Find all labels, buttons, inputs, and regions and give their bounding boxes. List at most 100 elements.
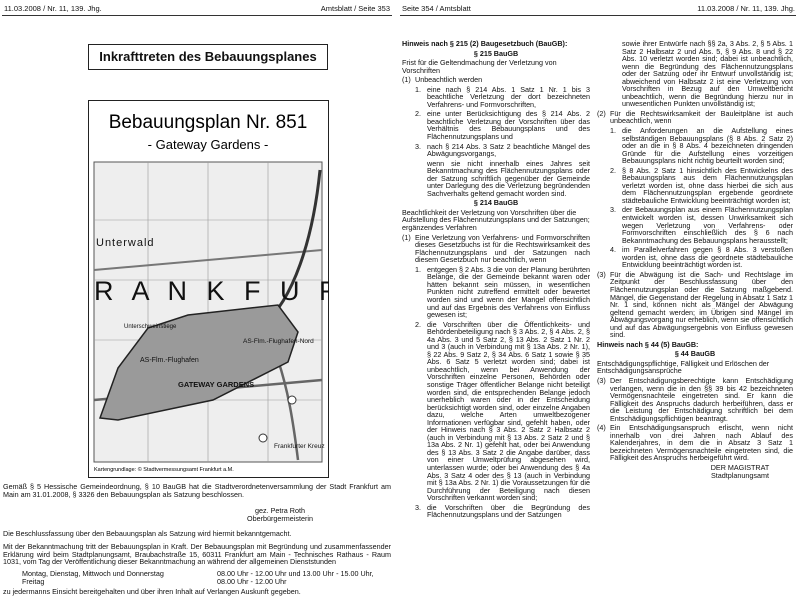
map: Bebauungsplan Nr. 851 - Gateway Gardens … <box>88 100 329 478</box>
paragraph-text: der Bebauungsplan aus einem Flächennutzu… <box>622 205 793 245</box>
map-label: R A N K F U R <box>94 276 329 306</box>
number: (1) <box>402 232 411 242</box>
effect: Mit der Bekanntmachung tritt der Bebauun… <box>3 542 391 567</box>
paragraph: wenn sie nicht innerhalb eines Jahres se… <box>427 158 590 198</box>
law-title: § 215 BauGB <box>473 48 519 58</box>
hours: Montag, Dienstag, Mittwoch und Donnersta… <box>22 570 382 585</box>
paragraph-text: eine nach § 214 Abs. 1 Satz 1 Nr. 1 bis … <box>427 84 590 109</box>
resolution: Gemäß § 5 Hessische Gemeindeordnung, § 1… <box>3 482 391 499</box>
number: 1. <box>610 126 616 136</box>
map-label: AS-Flm.-Flughafen <box>140 357 199 364</box>
announcement: Die Beschlussfassung über den Bebauungsp… <box>3 529 292 538</box>
paragraph-text: Für die Abwägung ist die Sach- und Recht… <box>610 269 793 340</box>
paragraph: sowie ihrer Entwürfe nach §§ 2a, 3 Abs. … <box>622 40 793 109</box>
number: (4) <box>597 423 606 433</box>
map-label: Unterwald <box>96 237 155 249</box>
junction <box>287 395 297 405</box>
map-label: Unterschweinstiege <box>124 324 177 330</box>
map-subtitle: - Gateway Gardens - <box>148 137 269 152</box>
numbered-paragraph: 3. nach § 214 Abs. 3 Satz 2 beachtliche M… <box>402 141 590 159</box>
signature-name: gez. Petra Roth <box>255 506 305 515</box>
signature: DER MAGISTRAT <box>710 462 770 472</box>
header-rule <box>400 15 796 16</box>
numbered-paragraph: (1) Eine Verletzung von Verfahrens- und F… <box>402 232 590 265</box>
map-area <box>93 161 323 463</box>
numbered-paragraph: 1. die Anforderungen an die Aufstellung e… <box>597 127 793 165</box>
numbered-paragraph: 1. entgegen § 2 Abs. 3 die von der Planun… <box>402 266 590 319</box>
hours-row: Freitag 08.00 Uhr - 12.00 Uhr <box>22 576 382 586</box>
times: 08.00 Uhr - 12.00 Uhr und 13.00 Uhr - 15… <box>217 569 374 578</box>
paragraph-text: Der Entschädigungsberechtigte kann Entsc… <box>610 375 793 423</box>
map-label: Frankfurter Kreuz <box>274 443 325 450</box>
number: (3) <box>597 269 606 279</box>
junction <box>258 433 268 443</box>
numbered-paragraph: (3) Für die Abwägung ist die Sach- und Re… <box>597 271 793 339</box>
numbered-paragraph: 2. die Vorschriften über die Öffentlichke… <box>402 319 590 503</box>
number: 3. <box>415 502 421 512</box>
road <box>93 249 323 271</box>
closing: zu jedermanns Einsicht bereitgehalten un… <box>3 587 301 596</box>
numbered-paragraph: (1) Unbeachtlich werden <box>402 76 590 84</box>
subtitle: Beachtlichkeit der Verletzung von Vorsch… <box>402 207 590 233</box>
number: 2. <box>415 109 421 119</box>
paragraph-text: die Anforderungen an die Aufstellung ein… <box>622 126 793 166</box>
paragraph-text: nach § 214 Abs. 3 Satz 2 beachtliche Män… <box>427 141 590 159</box>
number: 2. <box>415 319 421 329</box>
signature: Stadtplanungsamt <box>711 470 769 480</box>
plan-area <box>98 304 299 421</box>
number: 3. <box>415 141 421 151</box>
number: 1. <box>415 84 421 94</box>
paragraph-text: Eine Verletzung von Verfahrens- und Form… <box>415 232 590 265</box>
paragraph-text: im Parallelverfahren gegen § 8 Abs. 3 ve… <box>622 245 793 270</box>
number: (2) <box>597 108 606 118</box>
map-title: Bebauungsplan Nr. 851 <box>109 112 308 133</box>
paragraph-text: § 8 Abs. 2 Satz 1 hinsichtlich des Entwi… <box>622 165 793 205</box>
number: 2. <box>610 165 616 175</box>
motorway <box>276 359 300 461</box>
map-caption: Kartengrundlage: © Stadtvermessungsamt F… <box>94 466 234 473</box>
section-heading: Hinweis nach § 44 (5) BauGB: <box>597 339 699 349</box>
number: 1. <box>415 264 421 274</box>
text-column: sowie ihrer Entwürfe nach §§ 2a, 3 Abs. … <box>597 40 793 598</box>
days: Montag, Dienstag, Mittwoch und Donnersta… <box>22 569 164 578</box>
signature: gez. Petra Roth Oberbürgermeisterin <box>230 507 330 522</box>
paragraph-text: entgegen § 2 Abs. 3 die von der Planung … <box>427 264 590 320</box>
signature-role: Oberbürgermeisterin <box>247 513 313 523</box>
law-title: § 214 BauGB <box>473 198 519 208</box>
section-heading: Hinweis nach § 215 (2) Baugesetzbuch (Ba… <box>402 40 568 48</box>
numbered-paragraph: 3. die Vorschriften über die Begründung d… <box>402 502 590 520</box>
map-label: AS-Flm.-Flughafen-Nord <box>243 338 314 345</box>
number: 3. <box>610 205 616 215</box>
text-column: Hinweis nach § 215 (2) Baugesetzbuch (Ba… <box>402 40 590 598</box>
times: 08.00 Uhr - 12.00 Uhr <box>217 576 287 586</box>
numbered-paragraph: 4. im Parallelverfahren gegen § 8 Abs. 3 … <box>597 246 793 269</box>
numbered-paragraph: 2. eine unter Berücksichtigung des § 214 … <box>402 110 590 140</box>
paragraph-text: eine unter Berücksichtigung des § 214 Ab… <box>427 109 590 142</box>
paragraph-text: Unbeachtlich werden <box>415 75 483 85</box>
paragraph-text: Für die Rechtswirksamkeit der Bauleitplä… <box>610 108 793 126</box>
number: (1) <box>402 75 411 85</box>
subtitle: Entschädigungspflichtige, Fälligkeit und… <box>597 358 770 376</box>
days: Freitag <box>22 576 45 586</box>
paragraph-text: die Vorschriften über die Begründung des… <box>427 502 590 520</box>
header-date: 11.03.2008 / Nr. 11, 139. Jhg. <box>697 4 795 13</box>
header-date: 11.03.2008 / Nr. 11, 139. Jhg. <box>4 4 102 13</box>
map-label: GATEWAY GARDENS <box>178 380 254 389</box>
numbered-paragraph: (4) Ein Entschädigungsanspruch erlischt, … <box>597 424 793 462</box>
notice-title: Inkrafttreten des Bebauungsplanes <box>88 44 328 70</box>
header-rule <box>2 15 392 16</box>
numbered-paragraph: 1. eine nach § 214 Abs. 1 Satz 1 Nr. 1 bi… <box>402 86 590 109</box>
paragraph-text: die Vorschriften über die Öffentlichkeit… <box>427 319 590 503</box>
numbered-paragraph: (2) Für die Rechtswirksamkeit der Bauleit… <box>597 110 793 125</box>
law-title: § 44 BauGB <box>674 349 716 359</box>
subtitle: Frist für die Geltendmachung der Verletz… <box>402 58 557 75</box>
number: 4. <box>610 245 616 255</box>
numbered-paragraph: (3) Der Entschädigungsberechtigte kann En… <box>597 377 793 422</box>
number: (3) <box>597 375 606 385</box>
header-page: Seite 354 / Amtsblatt <box>402 4 471 13</box>
numbered-paragraph: 3. der Bebauungsplan aus einem Flächennut… <box>597 206 793 244</box>
paragraph-text: Ein Entschädigungsanspruch erlischt, wen… <box>610 423 793 463</box>
hours-row: Montag, Dienstag, Mittwoch und Donnersta… <box>22 570 382 578</box>
header-page: Amtsblatt / Seite 353 <box>320 4 390 13</box>
